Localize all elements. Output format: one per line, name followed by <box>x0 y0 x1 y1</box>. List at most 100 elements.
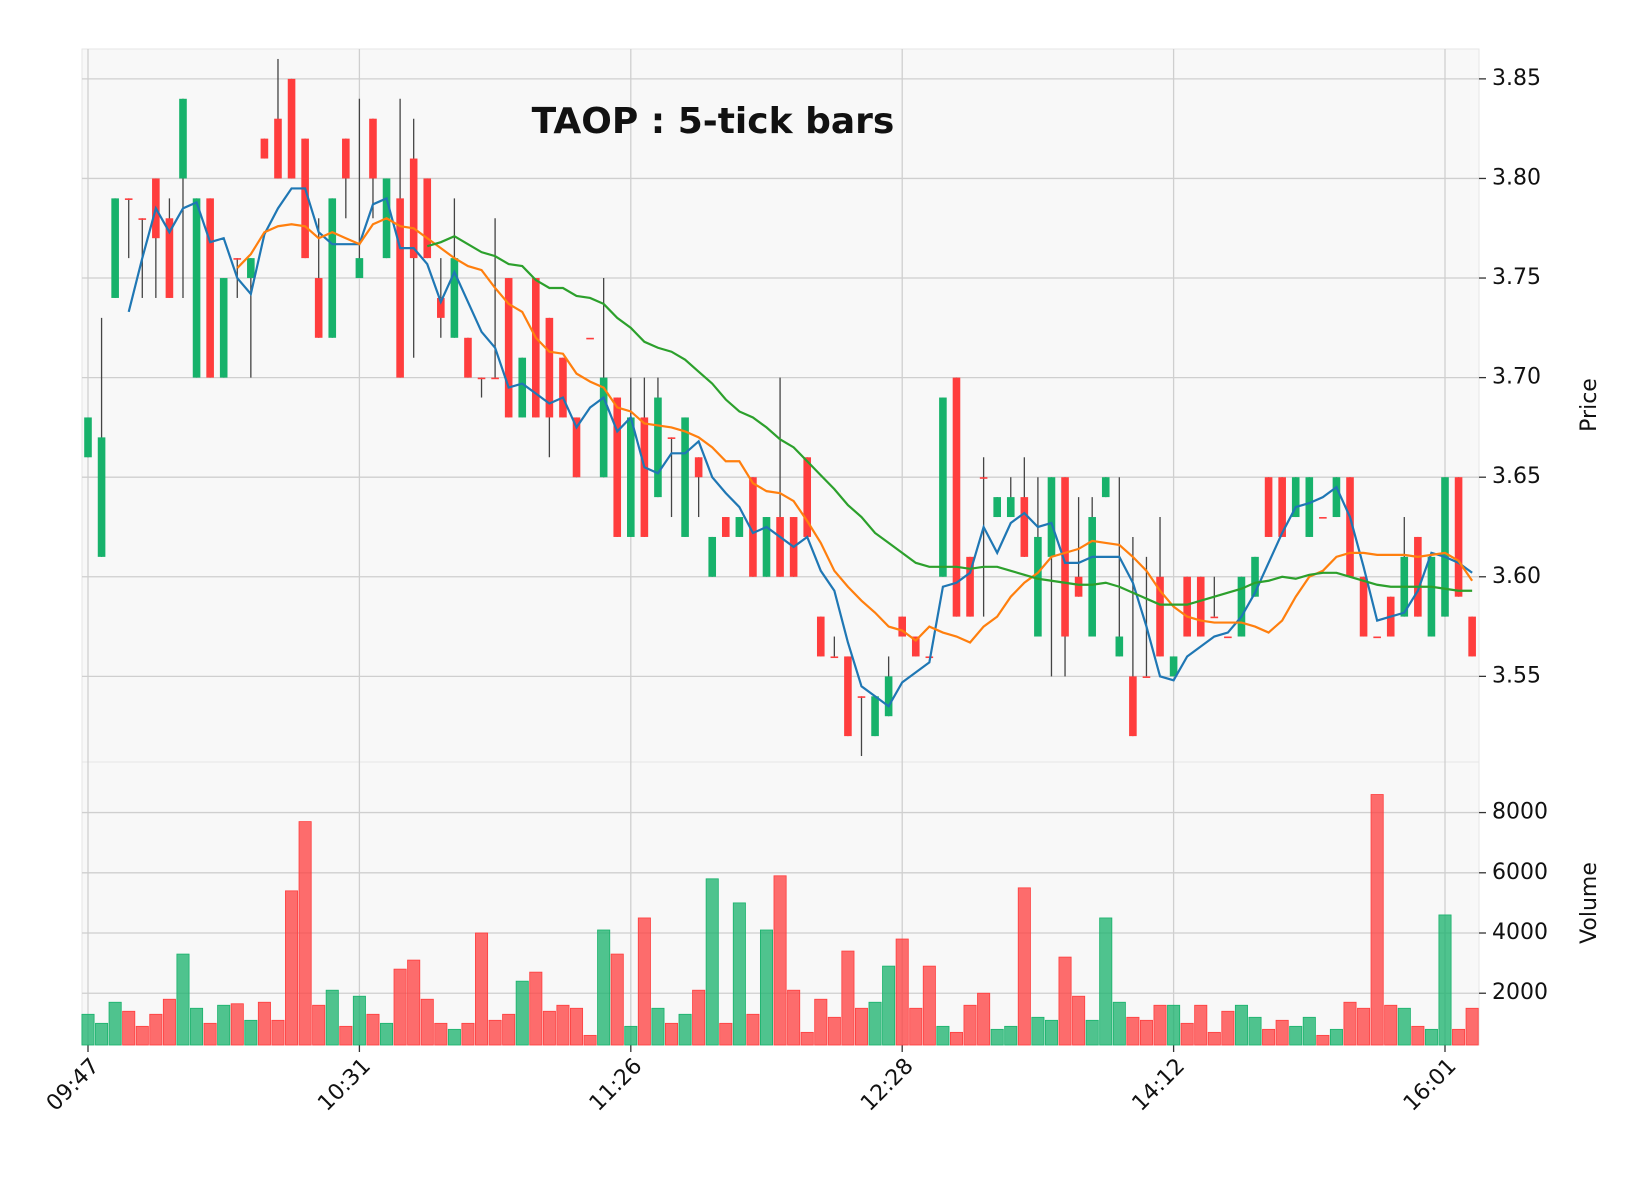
y-tick-label: 3.75 <box>1492 265 1541 290</box>
candle-body <box>287 78 296 179</box>
candle-body <box>776 517 784 577</box>
volume-bar <box>800 1031 814 1046</box>
candle-body <box>437 297 445 318</box>
volume-bar <box>746 1013 760 1046</box>
candle-body <box>1006 497 1015 518</box>
candle-body <box>749 477 757 577</box>
candle-body <box>1196 576 1205 637</box>
volume-bar <box>895 938 909 1046</box>
candle-body <box>1278 477 1286 537</box>
candle-body <box>1101 477 1110 498</box>
candle-body <box>721 517 730 537</box>
candle-body <box>138 218 147 220</box>
volume-bar <box>1302 1016 1316 1046</box>
volume-bar <box>352 995 366 1046</box>
volume-bar <box>434 1022 448 1046</box>
candle-body <box>681 417 689 537</box>
candle-body <box>857 696 866 698</box>
candle-body <box>599 377 608 478</box>
volume-bar <box>597 929 611 1046</box>
volume-bar <box>81 1013 95 1046</box>
volume-tick-label: 4000 <box>1492 920 1548 945</box>
candle-body <box>1373 636 1381 639</box>
volume-bar <box>814 998 828 1046</box>
volume-bar <box>366 1013 380 1046</box>
candle-body <box>884 676 893 717</box>
candle-body <box>342 138 350 179</box>
volume-bar <box>325 989 339 1046</box>
candle-body <box>640 417 649 537</box>
volume-bar <box>1044 1019 1058 1046</box>
volume-bar <box>1411 1025 1425 1046</box>
candle-body <box>1454 477 1463 597</box>
volume-bar <box>1275 1019 1289 1046</box>
volume-bar <box>882 965 896 1046</box>
volume-bar <box>936 1025 950 1046</box>
volume-bar <box>244 1019 258 1046</box>
candle-body <box>898 616 906 637</box>
candle-body <box>491 377 499 380</box>
candle-body <box>993 497 1001 518</box>
volume-bar <box>1072 995 1086 1046</box>
volume-bar <box>773 875 787 1046</box>
volume-bar <box>868 1001 882 1046</box>
chart-title: TAOP : 5-tick bars <box>532 101 895 142</box>
candle-body <box>1264 477 1273 537</box>
volume-bar <box>1180 1022 1194 1046</box>
volume-bar <box>529 971 543 1046</box>
volume-bar <box>1262 1028 1276 1046</box>
candle-body <box>762 517 771 577</box>
volume-bar <box>1207 1031 1221 1046</box>
volume-bar <box>1397 1007 1411 1046</box>
candle-body <box>1346 477 1354 577</box>
y-tick-label: 3.60 <box>1492 564 1541 589</box>
y-tick-label: 3.85 <box>1492 66 1541 91</box>
candle-body <box>1183 576 1191 637</box>
candle-body <box>694 457 703 478</box>
volume-bar <box>217 1004 231 1046</box>
candle-body <box>572 417 581 478</box>
candle-body <box>1074 576 1083 597</box>
volume-bar <box>420 998 434 1046</box>
volume-bar <box>963 1004 977 1046</box>
moving-average-line <box>236 217 1474 644</box>
volume-bar <box>610 953 624 1046</box>
volume-bar <box>556 1004 570 1046</box>
volume-bar <box>732 902 746 1046</box>
volume-bar <box>203 1022 217 1046</box>
candle-body <box>654 397 662 498</box>
volume-bar <box>1248 1016 1262 1046</box>
candle-body <box>911 636 920 657</box>
candle-body <box>816 616 825 657</box>
candle-body <box>830 656 839 659</box>
volume-bar <box>1329 1028 1343 1046</box>
candle-body <box>735 517 744 537</box>
candle-body <box>1156 576 1164 657</box>
candle-body <box>667 437 676 439</box>
volume-bar <box>1017 887 1031 1046</box>
candle-body <box>464 337 472 378</box>
moving-average-line <box>426 234 1473 606</box>
candle-body <box>1359 576 1368 637</box>
volume-tick-label: 8000 <box>1492 800 1548 825</box>
volume-bar <box>542 1010 556 1046</box>
candle-body <box>504 278 513 418</box>
candle-body <box>1305 477 1314 537</box>
volume-bar <box>922 965 936 1046</box>
volume-bar <box>298 821 312 1046</box>
volume-bar <box>461 1022 475 1046</box>
candle-body <box>627 417 635 537</box>
volume-bar <box>841 950 855 1046</box>
volume-bar <box>1384 1004 1398 1046</box>
candle-body <box>301 138 309 259</box>
volume-bar <box>135 1025 149 1046</box>
candle-body <box>966 556 974 617</box>
candle-body <box>1414 536 1422 617</box>
volume-bar <box>678 1013 692 1046</box>
candle-body <box>206 198 214 378</box>
candle-body <box>179 98 187 179</box>
candle-body <box>1115 636 1124 657</box>
volume-bar <box>949 1031 963 1046</box>
candle-body <box>1251 556 1259 597</box>
x-tick-label: 11:26 <box>585 1054 648 1117</box>
